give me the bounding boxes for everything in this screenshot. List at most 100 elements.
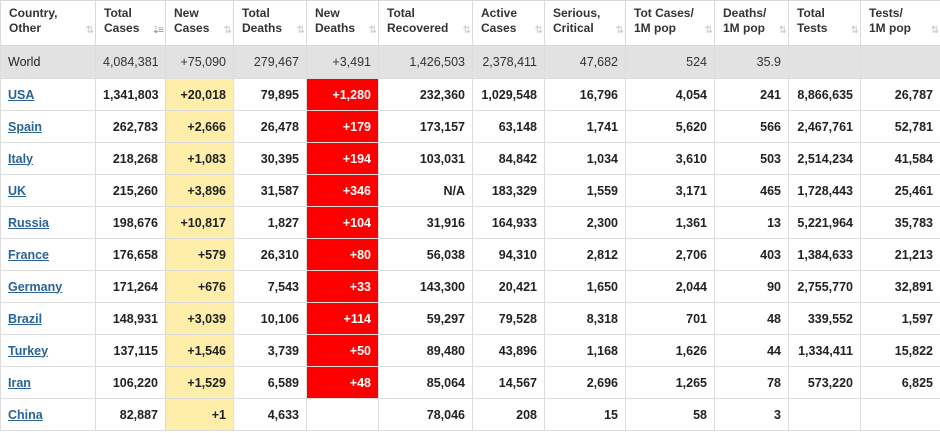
column-header-line1: Tot Cases/ [634,6,694,20]
new-deaths-cell: +80 [306,238,379,271]
new-cases-cell: +2,666 [165,110,234,143]
column-header-line1: New [174,6,199,20]
sort-icon[interactable]: ⇅ [778,25,788,36]
total-tests-cell [788,398,861,431]
tests-1m-cell: 35,783 [860,206,940,239]
total-tests-cell: 5,221,964 [788,206,861,239]
sort-icon[interactable]: ⇅ [534,25,544,36]
active-cases-cell: 79,528 [472,302,545,335]
column-header-new-cases[interactable]: New Cases ⇅ [165,0,234,46]
tests-1m-cell: 41,584 [860,142,940,175]
column-header-total-tests[interactable]: Total Tests ⇅ [788,0,861,46]
total-deaths-cell: 26,478 [233,110,307,143]
total-cases-cell: 215,260 [95,174,166,207]
sort-icon[interactable]: ⇅ [368,25,378,36]
country-link[interactable]: Germany [8,279,63,294]
new-deaths-cell: +1,280 [306,78,379,111]
world-total-tests-cell [788,45,861,79]
column-header-line1: Serious, [553,6,601,20]
tot-cases-1m-cell: 58 [625,398,715,431]
total-tests-cell: 8,866,635 [788,78,861,111]
country-link[interactable]: Italy [8,151,34,166]
column-header-line1: Active [481,6,518,20]
tot-cases-1m-cell: 3,610 [625,142,715,175]
column-header-line2: Tests [797,21,828,35]
new-deaths-cell: +104 [306,206,379,239]
total-cases-cell: 262,783 [95,110,166,143]
column-header-country[interactable]: Country, Other ⇅ [0,0,96,46]
country-link[interactable]: USA [8,87,35,102]
tot-cases-1m-cell: 2,044 [625,270,715,303]
country-link[interactable]: France [8,247,49,262]
country-link[interactable]: Russia [8,215,49,230]
column-header-deaths-1m[interactable]: Deaths/1M pop ⇅ [714,0,789,46]
world-new-deaths-cell: +3,491 [306,45,379,79]
deaths-1m-cell: 465 [714,174,789,207]
total-tests-cell: 573,220 [788,366,861,399]
country-link[interactable]: Spain [8,119,43,134]
country-cell: Germany [0,270,96,303]
world-total-cases-cell: 4,084,381 [95,45,166,79]
column-header-line1: Country, [9,6,58,20]
tests-1m-cell: 25,461 [860,174,940,207]
table-row: Spain 262,783 +2,666 26,478 +179 173,157 63,14… [0,110,940,143]
active-cases-cell: 94,310 [472,238,545,271]
serious-critical-cell: 2,696 [544,366,626,399]
new-cases-cell: +676 [165,270,234,303]
country-cell: Iran [0,366,96,399]
table-row: Germany 171,264 +676 7,543 +33 143,300 20,421 1… [0,270,940,303]
total-tests-cell: 339,552 [788,302,861,335]
country-cell: USA [0,78,96,111]
column-header-line2: Cases [174,21,210,35]
table-body: World 4,084,381 +75,090 279,467 +3,491 1… [0,45,940,431]
country-cell: Turkey [0,334,96,367]
sort-icon[interactable]: ⇅ [930,25,940,36]
country-link[interactable]: UK [8,183,27,198]
tot-cases-1m-cell: 2,706 [625,238,715,271]
tot-cases-1m-cell: 5,620 [625,110,715,143]
sort-descending-icon[interactable]: ⇣≡ [151,25,164,36]
total-recovered-cell: 89,480 [378,334,473,367]
sort-icon[interactable]: ⇅ [462,25,472,36]
sort-icon[interactable]: ⇅ [850,25,860,36]
column-header-active-cases[interactable]: Active Cases ⇅ [472,0,545,46]
world-tot-cases-1m-cell: 524 [625,45,715,79]
header-row: Country, Other ⇅ Total Cases ⇣≡ New Cases ⇅ Total… [0,0,940,46]
column-header-total-recovered[interactable]: Total Recovered ⇅ [378,0,473,46]
world-country-cell: World [0,45,96,79]
table-row: France 176,658 +579 26,310 +80 56,038 94,310 2,… [0,238,940,271]
column-header-tot-cases-1m[interactable]: Tot Cases/1M pop ⇅ [625,0,715,46]
column-header-new-deaths[interactable]: New Deaths ⇅ [306,0,379,46]
country-link[interactable]: Iran [8,375,31,390]
country-link[interactable]: Turkey [8,343,49,358]
sort-icon[interactable]: ⇅ [296,25,306,36]
country-link[interactable]: China [8,407,43,422]
deaths-1m-cell: 13 [714,206,789,239]
new-deaths-cell: +33 [306,270,379,303]
total-recovered-cell: 143,300 [378,270,473,303]
column-header-tests-1m[interactable]: Tests/1M pop ⇅ [860,0,940,46]
country-link[interactable]: Brazil [8,311,43,326]
tests-1m-cell: 52,781 [860,110,940,143]
column-header-serious-critical[interactable]: Serious, Critical ⇅ [544,0,626,46]
sort-icon[interactable]: ⇅ [85,25,95,36]
sort-icon[interactable]: ⇅ [223,25,233,36]
table-row: Russia 198,676 +10,817 1,827 +104 31,916 164,9… [0,206,940,239]
total-tests-cell: 1,384,633 [788,238,861,271]
total-tests-cell: 2,514,234 [788,142,861,175]
column-header-total-deaths[interactable]: Total Deaths ⇅ [233,0,307,46]
sort-icon[interactable]: ⇅ [704,25,714,36]
tests-1m-cell: 26,787 [860,78,940,111]
serious-critical-cell: 1,741 [544,110,626,143]
world-serious-critical-cell: 47,682 [544,45,626,79]
column-header-line1: Deaths/ [723,6,767,20]
new-cases-cell: +3,039 [165,302,234,335]
new-cases-cell: +20,018 [165,78,234,111]
sort-icon[interactable]: ⇅ [615,25,625,36]
tests-1m-cell: 15,822 [860,334,940,367]
country-cell: China [0,398,96,431]
column-header-total-cases[interactable]: Total Cases ⇣≡ [95,0,166,46]
column-header-line2: 1M pop [634,21,676,35]
country-cell: Brazil [0,302,96,335]
total-cases-cell: 171,264 [95,270,166,303]
